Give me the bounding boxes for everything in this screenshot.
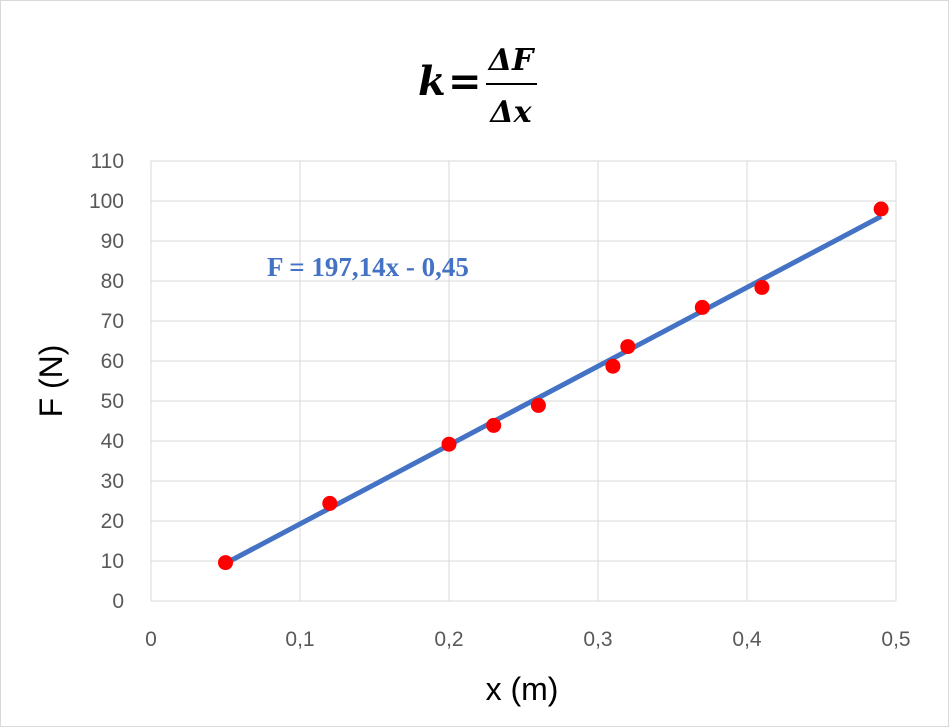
x-axis-title: x (m) xyxy=(486,671,559,707)
title-equals: = xyxy=(448,58,482,105)
y-tick-label: 10 xyxy=(101,550,124,573)
trendline-equation: F = 197,14x - 0,45 xyxy=(267,252,469,282)
y-tick-label: 70 xyxy=(101,310,124,333)
chart-title: k = ΔF Δx xyxy=(418,43,537,130)
y-tick-label: 20 xyxy=(101,510,124,533)
y-tick-label: 60 xyxy=(101,350,124,373)
x-tick-label: 0,1 xyxy=(285,628,314,651)
title-numerator: ΔF xyxy=(487,43,536,78)
y-tick-label: 30 xyxy=(101,470,124,493)
data-point xyxy=(605,358,621,374)
x-tick-label: 0,3 xyxy=(583,628,612,651)
data-point xyxy=(754,279,770,295)
data-points xyxy=(218,201,889,571)
y-tick-label: 90 xyxy=(101,230,124,253)
title-lhs: k xyxy=(418,58,446,105)
y-tick-label: 0 xyxy=(112,590,124,613)
data-point xyxy=(441,436,457,452)
y-tick-label: 80 xyxy=(101,270,124,293)
x-tick-label: 0 xyxy=(145,628,157,651)
grid-lines xyxy=(150,160,897,602)
data-point xyxy=(486,417,502,433)
data-point xyxy=(530,397,546,413)
y-tick-label: 40 xyxy=(101,430,124,453)
data-point xyxy=(694,299,710,315)
x-tick-label: 0,5 xyxy=(881,628,910,651)
y-tick-labels: 0 10 20 30 40 50 60 70 80 90 100 110 xyxy=(89,150,124,613)
x-tick-labels: 0 0,1 0,2 0,3 0,4 0,5 xyxy=(145,628,910,651)
y-tick-label: 50 xyxy=(101,390,124,413)
y-axis-title: F (N) xyxy=(33,345,69,418)
x-tick-label: 0,2 xyxy=(434,628,463,651)
y-tick-label: 100 xyxy=(89,190,124,213)
data-point xyxy=(620,339,636,355)
data-point xyxy=(218,555,233,571)
y-tick-label: 110 xyxy=(91,150,124,173)
x-tick-label: 0,4 xyxy=(732,628,762,651)
data-point xyxy=(873,201,889,217)
data-point xyxy=(322,495,338,511)
title-denominator: Δx xyxy=(488,95,532,130)
